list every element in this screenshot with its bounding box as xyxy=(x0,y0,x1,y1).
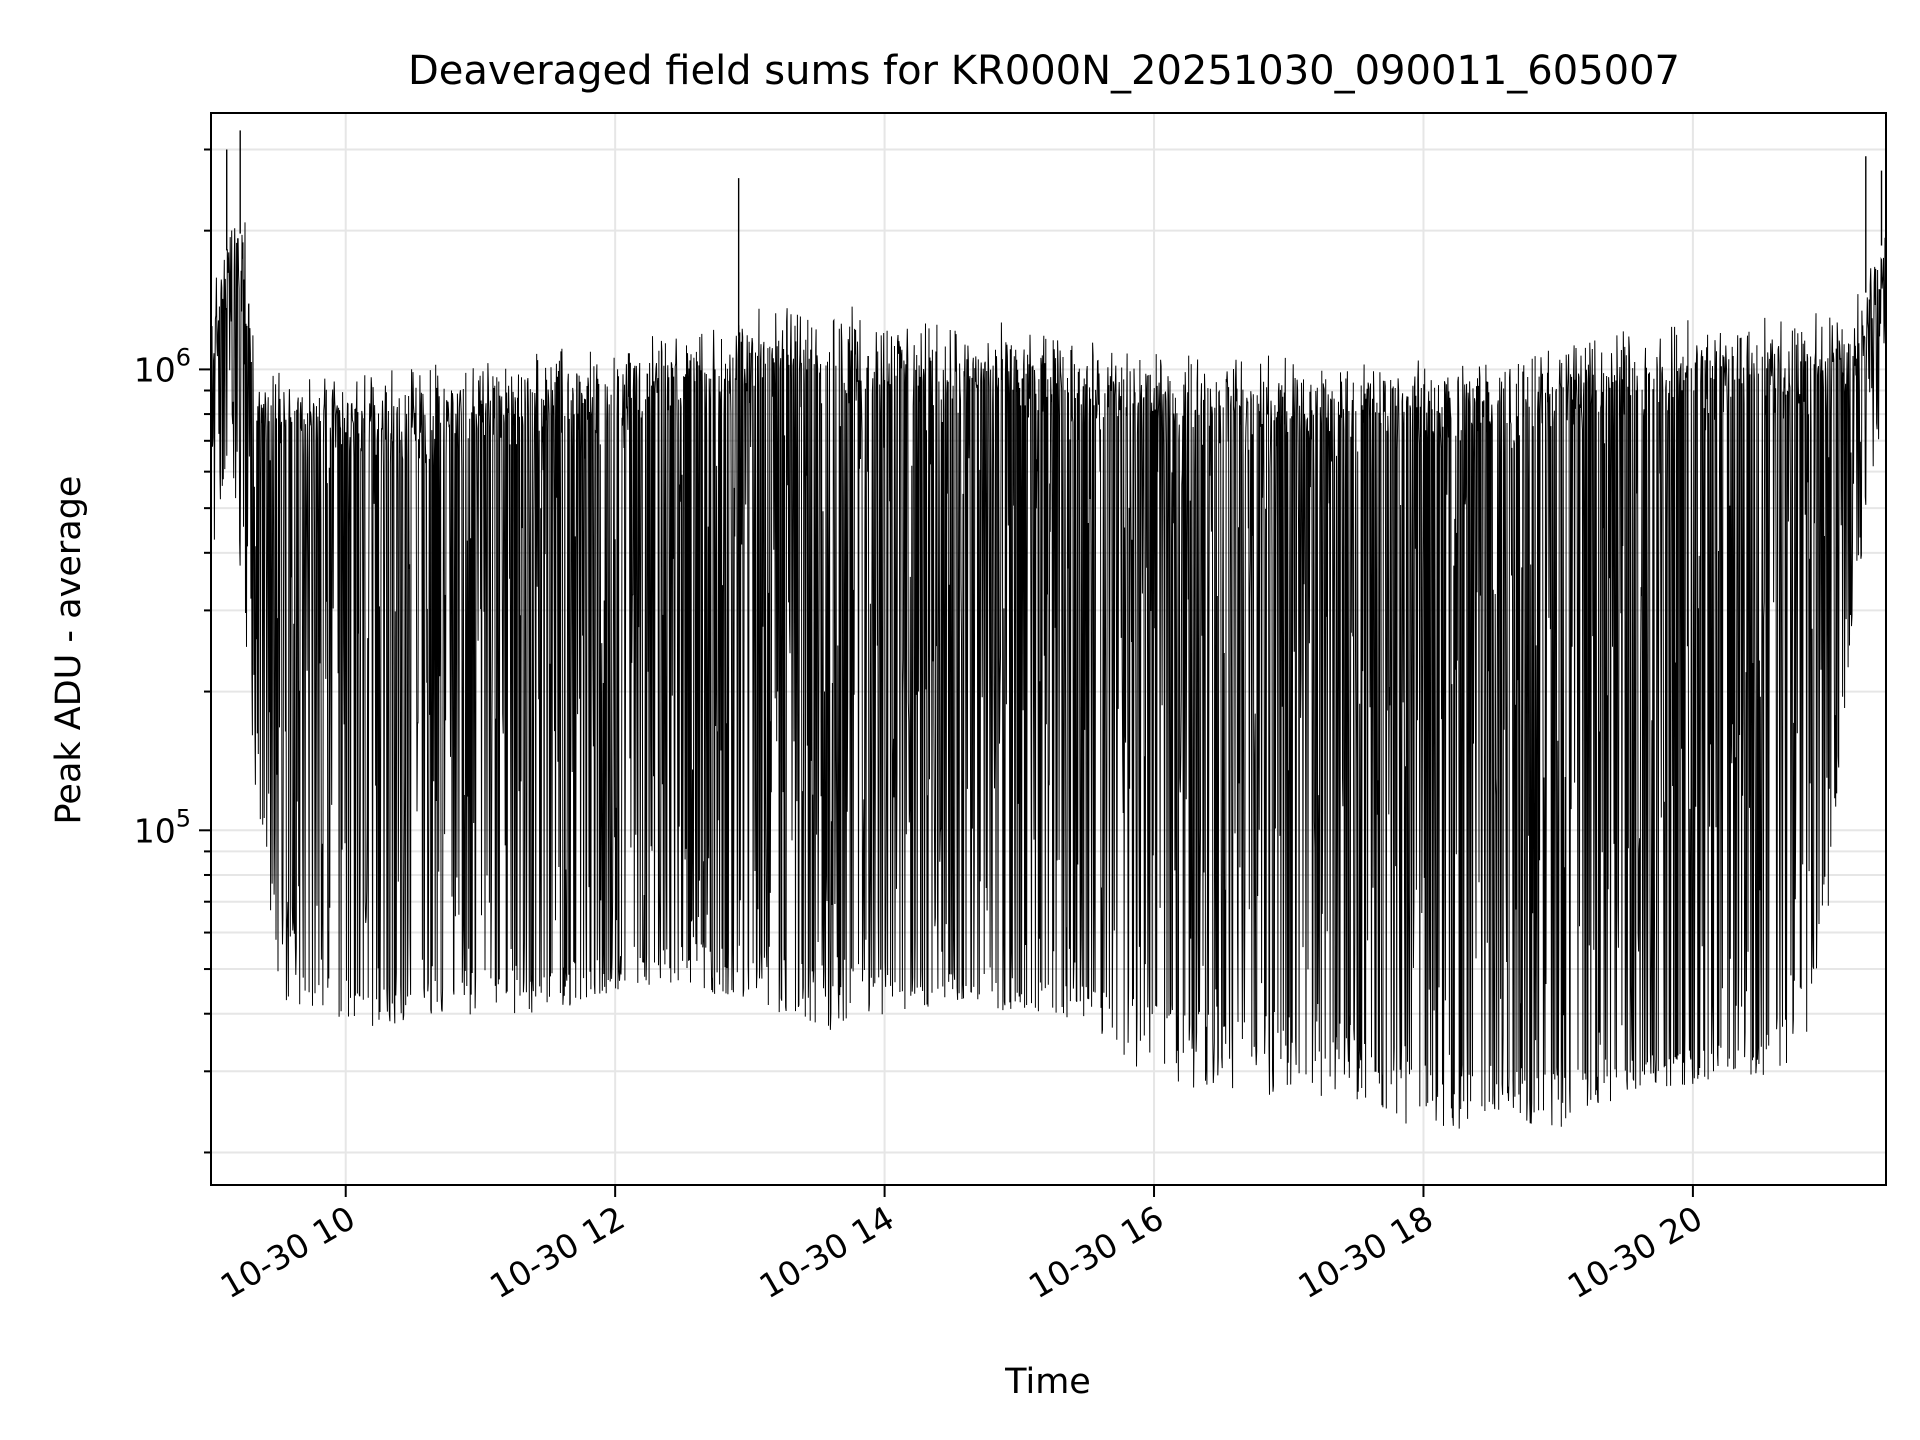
x-axis-label: Time xyxy=(1004,1362,1091,1402)
y-tick-label: 106 xyxy=(134,343,191,389)
series-line xyxy=(210,222,1887,1129)
chart-title: Deaveraged field sums for KR000N_2025103… xyxy=(408,48,1680,94)
data-series xyxy=(210,130,1887,1129)
plot-frame xyxy=(210,112,1887,1186)
y-axis-label: Peak ADU - average xyxy=(49,476,89,825)
y-tick-label: 105 xyxy=(134,804,191,850)
